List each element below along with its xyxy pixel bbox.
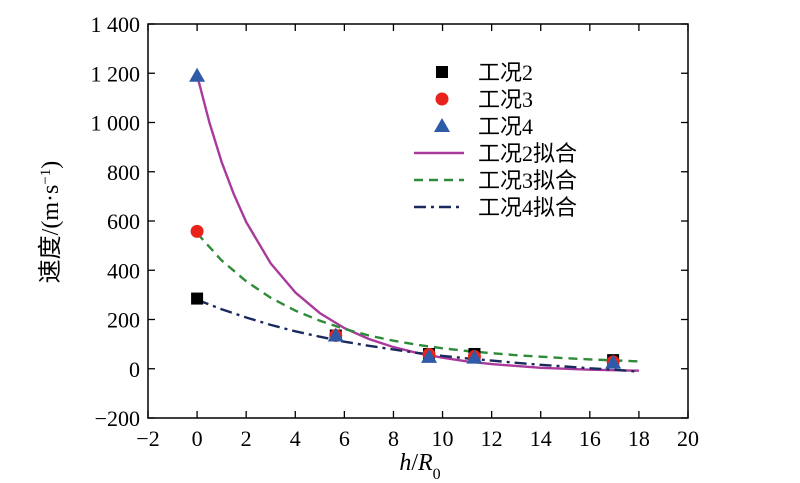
y-tick-label: 400 xyxy=(107,258,140,283)
y-axis-title-main: 速度/(m·s xyxy=(37,185,64,284)
x-tick-label: 18 xyxy=(628,426,650,451)
x-axis-title-main: h xyxy=(399,450,411,476)
y-tick-label: 1 200 xyxy=(91,61,141,86)
x-axis-title-var: R xyxy=(417,450,433,476)
series-1-point xyxy=(190,224,204,238)
fit-lines xyxy=(195,74,639,373)
x-axis-title-sep: / xyxy=(411,450,418,476)
y-tick-label: −200 xyxy=(95,406,140,431)
y-tick-labels: −200 0 200 400 600 800 1 000 1 200 1 400 xyxy=(91,12,141,431)
x-tick-label: −2 xyxy=(136,426,159,451)
legend-symbol-1 xyxy=(435,92,449,106)
series-2-point xyxy=(327,327,344,342)
axis-ticks xyxy=(147,23,689,419)
x-tick-label: 2 xyxy=(241,426,252,451)
legend-label-3: 工况2拟合 xyxy=(478,141,577,166)
series-2-point xyxy=(605,354,622,369)
x-tick-label: 4 xyxy=(290,426,301,451)
y-tick-label: 1 400 xyxy=(91,12,141,37)
series-line-3 xyxy=(195,74,639,372)
x-tick-label: 14 xyxy=(530,426,552,451)
series-line-5 xyxy=(196,298,639,373)
legend-label-4: 工况3拟合 xyxy=(478,168,577,193)
x-axis-title: h/R0 xyxy=(399,450,440,483)
x-tick-label: 16 xyxy=(579,426,601,451)
y-tick-label: 0 xyxy=(129,357,140,382)
series-2-point xyxy=(421,348,438,363)
y-tick-label: 200 xyxy=(107,308,140,333)
x-tick-label: 12 xyxy=(481,426,503,451)
y-tick-label: 1 000 xyxy=(91,111,141,136)
legend-symbol-2 xyxy=(434,118,450,132)
series-2-point xyxy=(189,67,206,82)
x-tick-label: 0 xyxy=(192,426,203,451)
legend-label-0: 工况2 xyxy=(478,60,533,85)
x-tick-label: 6 xyxy=(339,426,350,451)
y-tick-label: 600 xyxy=(107,209,140,234)
series-0-point xyxy=(191,292,204,305)
x-axis-title-sub: 0 xyxy=(433,466,441,483)
y-tick-label: 800 xyxy=(107,160,140,185)
x-tick-label: 10 xyxy=(432,426,454,451)
series-line-4 xyxy=(196,232,639,363)
legend-label-5: 工况4拟合 xyxy=(478,195,577,220)
y-axis-title-sup: −1 xyxy=(38,169,54,185)
x-tick-labels: −2 0 2 4 6 8 10 12 14 16 18 20 xyxy=(136,426,699,451)
series-2-point xyxy=(466,349,483,364)
y-axis-title: 速度/(m·s−1) xyxy=(37,161,64,284)
x-tick-label: 20 xyxy=(677,426,699,451)
legend-label-1: 工况3 xyxy=(478,87,533,112)
legend-symbol-0 xyxy=(436,66,448,78)
y-axis-title-close: ) xyxy=(38,161,64,169)
data-markers xyxy=(189,67,622,369)
x-tick-label: 8 xyxy=(388,426,399,451)
legend-label-2: 工况4 xyxy=(478,114,533,139)
